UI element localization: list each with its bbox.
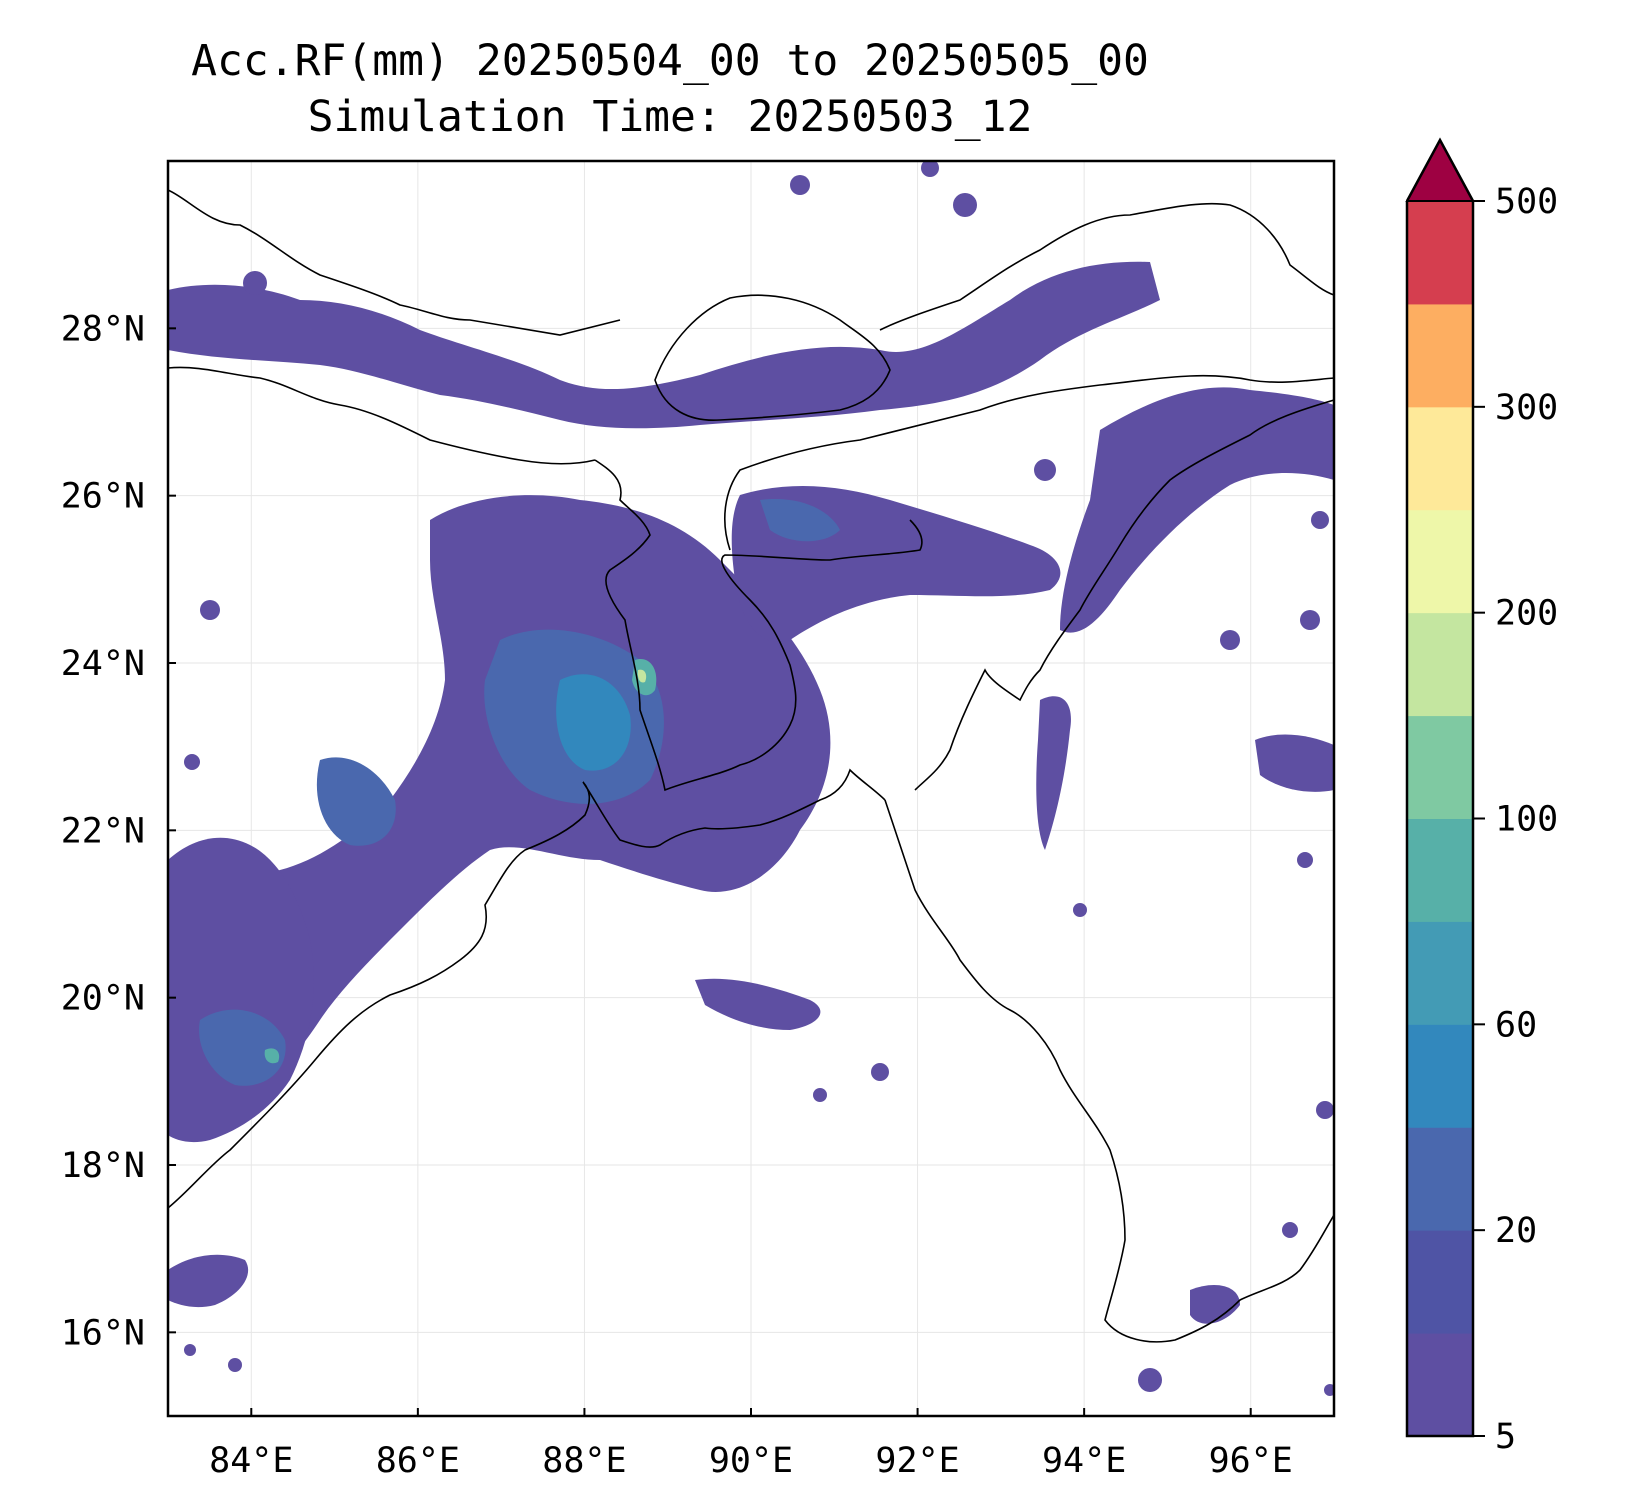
colorbar: 5 20 60 100 200 300 500 — [1405, 137, 1558, 1457]
colorbar-band — [1407, 612, 1473, 717]
colorbar-bands — [1407, 201, 1473, 1437]
rain-cell — [1138, 1368, 1162, 1392]
colorbar-tick-label: 20 — [1495, 1211, 1537, 1251]
rain-cell — [1073, 903, 1087, 917]
colorbar-band — [1407, 1127, 1473, 1231]
map-subtitle: Simulation Time: 20250503_12 — [307, 92, 1033, 142]
y-tick-label: 24°N — [61, 644, 145, 684]
colorbar-band — [1407, 509, 1473, 614]
colorbar-band — [1407, 1024, 1473, 1128]
rain-area-myanmar-coast — [1190, 1285, 1240, 1324]
rain-cell — [1297, 852, 1313, 868]
rain-area-moderate-3 — [199, 1009, 286, 1086]
colorbar-extend-arrow — [1405, 137, 1475, 202]
coastlines-and-borders — [168, 189, 1334, 1343]
rain-cell — [1111, 461, 1129, 479]
colorbar-band — [1407, 1333, 1473, 1437]
x-tick-label: 96°E — [1209, 1441, 1293, 1481]
rain-cell — [1324, 1384, 1334, 1396]
rain-cell — [1316, 1101, 1334, 1119]
x-tick-label: 86°E — [376, 1441, 460, 1481]
x-tick-label: 90°E — [709, 1441, 793, 1481]
border-nepal-india — [168, 366, 596, 465]
y-tick-label: 16°N — [61, 1313, 145, 1353]
colorbar-band — [1407, 303, 1473, 408]
rainfall-field — [168, 161, 1334, 1396]
rain-cell — [184, 754, 200, 770]
x-tick-label: 88°E — [542, 1441, 626, 1481]
y-tick-label: 22°N — [61, 811, 145, 851]
colorbar-band — [1407, 406, 1473, 511]
coastline-myanmar — [884, 799, 1334, 1343]
rain-cell — [1311, 511, 1329, 529]
rain-cell — [1282, 1222, 1298, 1238]
rain-area-heavy-3 — [637, 669, 647, 683]
colorbar-band — [1407, 818, 1473, 922]
rain-area-offshore — [695, 978, 821, 1030]
y-axis-ticks: 16°N 18°N 20°N 22°N 24°N 26°N 28°N — [61, 309, 176, 1353]
y-tick-label: 28°N — [61, 309, 145, 349]
rain-area-himalaya-west — [168, 261, 1160, 429]
border-bangladesh — [594, 459, 923, 792]
colorbar-tick-label: 5 — [1495, 1417, 1516, 1457]
x-tick-label: 94°E — [1042, 1441, 1126, 1481]
colorbar-tick-label: 100 — [1495, 800, 1558, 840]
border-tibet-arunachal — [879, 202, 1334, 331]
rain-cell — [921, 161, 939, 177]
y-tick-label: 26°N — [61, 477, 145, 517]
rain-area-east-2 — [1036, 696, 1071, 850]
rain-cell — [790, 175, 810, 195]
rain-area-bengal — [168, 495, 831, 1121]
rain-area-east-1 — [1255, 734, 1334, 792]
colorbar-tick-label: 500 — [1495, 182, 1558, 222]
rain-area-himalaya-east — [1060, 387, 1334, 633]
colorbar-band — [1407, 715, 1473, 819]
border-bhutan — [654, 294, 891, 421]
rain-cell — [1034, 459, 1056, 481]
rain-area-moderate-2 — [316, 757, 396, 846]
rain-area-heavy-1 — [556, 674, 631, 771]
colorbar-band — [1407, 1230, 1473, 1334]
border-india-myanmar — [914, 399, 1334, 791]
border-nepal-north — [168, 189, 621, 336]
y-tick-label: 20°N — [61, 979, 145, 1019]
colorbar-tick-label: 300 — [1495, 388, 1558, 428]
rain-cell — [184, 1344, 196, 1356]
rain-area-moderate-4 — [760, 499, 840, 542]
x-tick-label: 84°E — [209, 1441, 293, 1481]
rain-cell — [228, 1358, 242, 1372]
rain-cell — [871, 1063, 889, 1081]
rain-cell — [243, 271, 267, 295]
x-axis-ticks: 84°E 86°E 88°E 90°E 92°E 94°E 96°E — [209, 1408, 1293, 1481]
rain-area-southwest — [168, 1254, 249, 1308]
colorbar-band — [1407, 201, 1473, 305]
map-title: Acc.RF(mm) 20250504_00 to 20250505_00 — [191, 36, 1149, 86]
map-area — [168, 161, 1334, 1416]
x-tick-label: 92°E — [875, 1441, 959, 1481]
rain-cell — [813, 1088, 827, 1102]
rain-cell — [1220, 630, 1240, 650]
rain-cell — [953, 193, 977, 217]
y-tick-label: 18°N — [61, 1146, 145, 1186]
coastline-india-east — [168, 768, 886, 1209]
border-assam — [724, 374, 1334, 551]
rain-area-heavy-4 — [264, 1048, 280, 1064]
colorbar-band — [1407, 921, 1473, 1025]
rain-cell — [200, 600, 220, 620]
colorbar-tick-label: 200 — [1495, 594, 1558, 634]
colorbar-ticks: 5 20 60 100 200 300 500 — [1473, 182, 1558, 1457]
colorbar-tick-label: 60 — [1495, 1005, 1537, 1045]
rain-cell — [1300, 610, 1320, 630]
